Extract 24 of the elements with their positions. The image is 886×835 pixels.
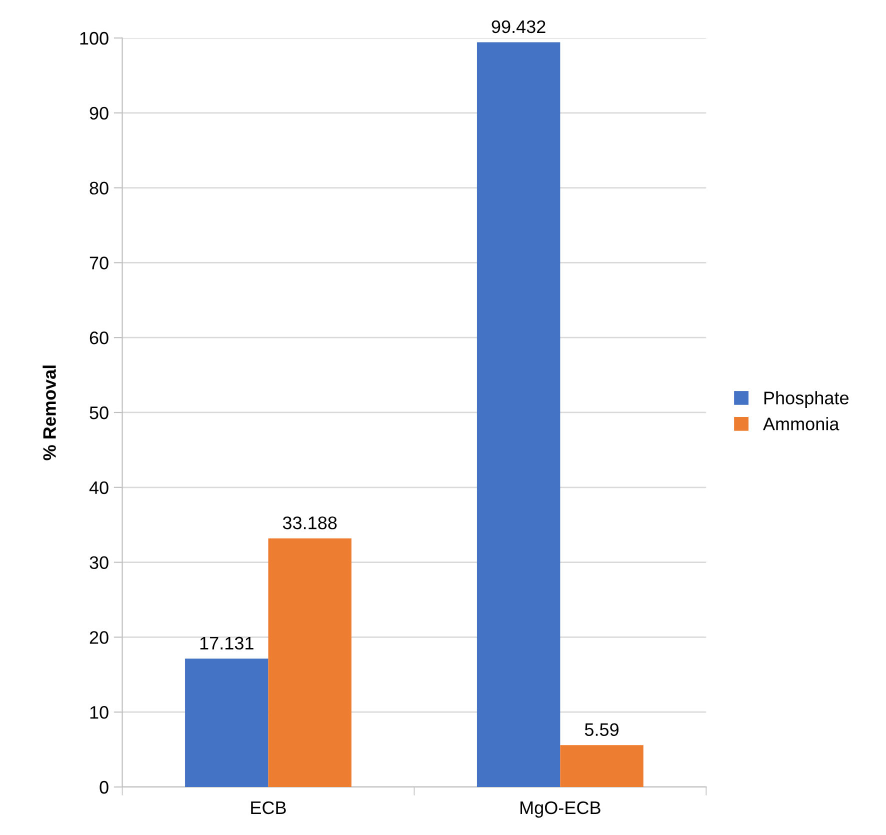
data-label: 33.188 [282, 516, 337, 530]
data-label: 5.59 [584, 723, 618, 736]
y-tick-label: 70 [90, 256, 108, 270]
legend-label: Phosphate [764, 391, 848, 408]
y-tick-label: 90 [90, 106, 108, 120]
x-tick-label: ECB [251, 801, 286, 814]
y-tick-label: 100 [80, 32, 108, 45]
y-tick-label: 30 [90, 556, 108, 570]
y-tick-label: 60 [90, 332, 108, 344]
y-axis-title: % Removal [42, 366, 56, 460]
y-tick-label: 50 [90, 406, 108, 420]
y-tick-label: 10 [90, 706, 108, 719]
y-tick-label: 40 [89, 481, 108, 494]
bar [185, 658, 268, 787]
data-label: 17.131 [200, 636, 254, 650]
data-label: 99.432 [492, 20, 546, 34]
legend-label: Ammonia [762, 417, 840, 430]
y-tick-label: 80 [90, 182, 108, 195]
y-tick-label: 20 [90, 631, 108, 644]
x-tick-label: MgO-ECB [520, 801, 600, 818]
bar [560, 745, 644, 787]
bar [476, 42, 560, 787]
bar [268, 538, 352, 787]
y-tick-label: 0 [100, 780, 108, 794]
